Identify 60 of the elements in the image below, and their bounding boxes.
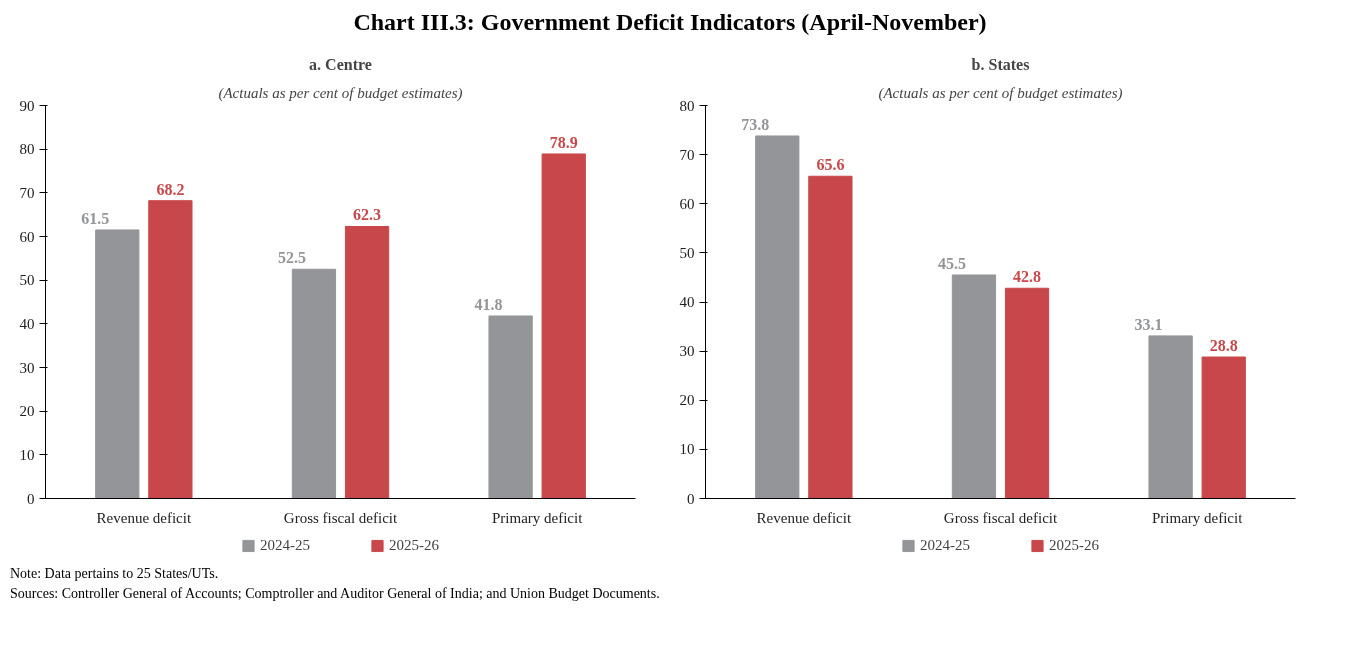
bar: [1201, 356, 1246, 499]
bar: [291, 268, 337, 499]
bar: [541, 153, 586, 499]
text: Note: Data pertains to 25 States/UTs.: [10, 565, 219, 583]
x-tick-label: Primary deficit: [1151, 509, 1244, 526]
text: Chart III.3: Government Deficit Indicators (April-November): [353, 8, 987, 37]
bar: [148, 200, 193, 499]
y-tick-label: 80: [19, 141, 35, 158]
chart-subtitle: (Actuals as per cent of budget estimates): [878, 84, 1123, 102]
y-tick-label: 0: [27, 490, 35, 507]
y-tick-label: 70: [679, 146, 695, 163]
x-tick-label: Revenue deficit: [756, 509, 852, 526]
x-tick-label: Revenue deficit: [96, 509, 192, 526]
data-label: 52.5: [277, 249, 306, 267]
data-label: 41.8: [474, 295, 503, 313]
chart-title: a. Centre: [309, 55, 372, 73]
data-label: 73.8: [741, 115, 770, 133]
bar: [488, 315, 533, 499]
legend-label: 2024-25: [260, 536, 310, 554]
y-tick-label: 80: [679, 97, 695, 114]
bar: [808, 175, 853, 499]
source-note: Sources: Controller General of Accounts; Comptroller and Auditor General of India; and Union Budget Documents.: [10, 585, 660, 603]
data-label: 65.6: [816, 156, 845, 174]
data-label: 61.5: [81, 209, 110, 227]
y-tick-label: 70: [19, 184, 35, 201]
y-tick-label: 20: [19, 403, 35, 420]
y-tick-label: 60: [19, 228, 35, 245]
bar: [1004, 287, 1050, 499]
data-label: 45.5: [937, 254, 966, 272]
bar: [755, 135, 800, 499]
y-tick-label: 50: [679, 244, 695, 261]
bar: [95, 229, 140, 499]
data-label: 33.1: [1134, 315, 1163, 333]
y-tick-label: 20: [679, 392, 695, 409]
y-tick-label: 60: [679, 195, 695, 212]
data-label: 68.2: [156, 180, 185, 198]
data-label: 42.8: [1013, 268, 1042, 286]
bar: [344, 225, 390, 499]
y-tick-label: 90: [19, 97, 35, 114]
data-label: 62.3: [353, 206, 382, 224]
y-tick-label: 10: [679, 441, 695, 458]
bar: [951, 274, 997, 499]
y-tick-label: 30: [679, 343, 695, 360]
y-tick-label: 40: [19, 315, 35, 332]
bar: [1148, 335, 1193, 499]
chart-subtitle: (Actuals as per cent of budget estimates): [218, 84, 463, 102]
y-tick-label: 50: [19, 272, 35, 289]
y-tick-label: 0: [687, 490, 695, 507]
x-tick-label: Gross fiscal deficit: [943, 509, 1058, 526]
x-tick-label: Primary deficit: [491, 509, 584, 526]
data-label: 28.8: [1209, 337, 1238, 355]
legend-label: 2025-26: [1049, 536, 1099, 554]
chart-title: b. States: [971, 55, 1030, 73]
legend-label: 2024-25: [920, 536, 970, 554]
y-tick-label: 10: [19, 446, 35, 463]
y-tick-label: 30: [19, 359, 35, 376]
legend-label: 2025-26: [389, 536, 439, 554]
x-tick-label: Gross fiscal deficit: [283, 509, 398, 526]
data-label: 78.9: [549, 133, 578, 151]
y-tick-label: 40: [679, 294, 695, 310]
